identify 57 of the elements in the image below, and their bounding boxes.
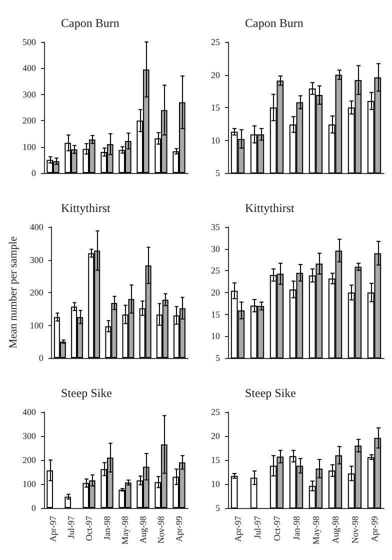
y-tick-label: 10: [211, 331, 220, 342]
x-tick-label: Jul-97: [252, 516, 262, 538]
chart-title: Kittythirst: [61, 201, 111, 215]
y-axis-title: Mean number per sample: [8, 236, 20, 349]
y-tick-label: 100: [30, 320, 44, 330]
x-tick-label: Apr-97: [48, 516, 58, 542]
chart-title: Steep Sike: [245, 386, 296, 400]
y-tick-label: 25: [211, 407, 220, 417]
x-tick-label: Oct-97: [84, 516, 94, 541]
x-tick-label: Aug-98: [138, 516, 148, 544]
y-tick-label: 10: [211, 135, 220, 146]
y-tick-label: 200: [22, 455, 36, 465]
x-tick-label: Oct-97: [272, 516, 282, 541]
y-tick-label: 20: [211, 431, 220, 441]
y-tick-label: 10: [211, 479, 220, 489]
x-tick-label: Jan-98: [102, 516, 112, 540]
x-tick-label: Jan-98: [291, 516, 302, 540]
y-tick-label: 400: [30, 222, 44, 232]
y-tick-label: 5: [216, 503, 220, 513]
y-tick-label: 0: [38, 353, 44, 363]
y-tick-label: 300: [22, 431, 36, 441]
x-tick-label: May-98: [120, 516, 130, 544]
y-tick-label: 25: [211, 266, 220, 276]
y-tick-label: 25: [211, 37, 220, 47]
y-tick-label: 15: [211, 309, 220, 320]
x-tick-label: Nov-98: [156, 516, 166, 544]
x-tick-label: Apr-97: [232, 516, 243, 542]
chart-title: Steep Sike: [61, 386, 112, 400]
y-tick-label: 100: [22, 479, 36, 489]
y-tick-label: 500: [22, 37, 36, 47]
y-tick-label: 0: [32, 503, 36, 513]
y-tick-label: 300: [22, 89, 36, 100]
y-tick-label: 20: [211, 288, 220, 298]
x-tick-label: Apr-99: [174, 516, 184, 542]
y-tick-label: 200: [22, 116, 36, 126]
chart-title: Capon Burn: [245, 16, 304, 30]
y-tick-label: 0: [32, 168, 36, 178]
y-tick-label: 20: [211, 70, 220, 80]
y-tick-label: 5: [216, 353, 220, 363]
y-tick-label: 35: [211, 222, 220, 232]
y-tick-label: 400: [22, 407, 36, 417]
x-tick-label: Jul-97: [66, 516, 76, 538]
y-tick-label: 15: [211, 102, 220, 112]
x-tick-label: Apr-99: [369, 516, 380, 542]
chart-title: Kittythirst: [245, 201, 295, 215]
y-tick-label: 5: [216, 168, 220, 178]
bar: [64, 496, 71, 508]
x-tick-label: Aug-98: [330, 516, 340, 544]
x-tick-label: May-98: [310, 516, 321, 544]
y-tick-label: 200: [30, 288, 44, 298]
y-tick-label: 400: [22, 63, 36, 74]
x-tick-label: Nov-98: [350, 516, 360, 544]
y-tick-label: 100: [22, 142, 36, 152]
y-tick-label: 300: [30, 254, 44, 265]
y-tick-label: 30: [211, 244, 220, 254]
y-tick-label: 15: [211, 455, 220, 465]
chart-title: Capon Burn: [61, 16, 120, 30]
